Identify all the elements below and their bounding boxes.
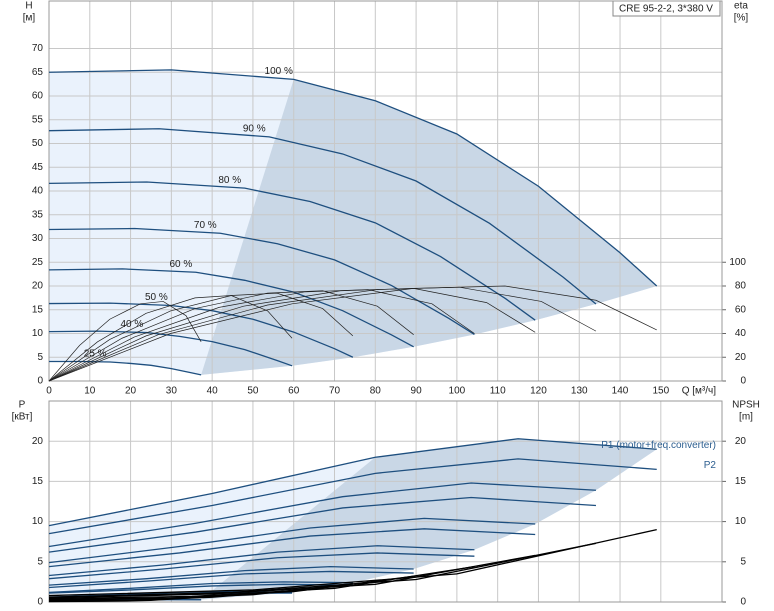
series-label: 60 % [169, 259, 192, 270]
curve [49, 360, 202, 376]
y2-tick-label: 20 [735, 436, 747, 447]
curve [48, 496, 597, 553]
series-label: 50 % [145, 292, 168, 303]
x-tick-label: 110 [490, 386, 506, 397]
y-tick-label: 15 [32, 476, 44, 487]
series-label: 80 % [218, 175, 241, 186]
x-tick-label: 130 [571, 386, 588, 397]
y2-tick-label: 80 [735, 281, 747, 292]
series-label: 40 % [120, 319, 143, 330]
series-label: P2 [704, 460, 717, 471]
curve [48, 458, 657, 535]
npsh-curve [48, 596, 202, 603]
curve [48, 181, 536, 321]
y2-tick-label: 5 [740, 556, 746, 567]
curve [48, 128, 597, 305]
y-axis-unit: [м] [23, 13, 36, 24]
y-tick-label: 0 [37, 376, 43, 387]
curve [48, 302, 354, 358]
eta-curve [48, 290, 414, 382]
curve [48, 330, 293, 367]
y-tick-label: 20 [32, 281, 44, 292]
x-tick-label: 90 [411, 386, 423, 397]
x-tick-label: 150 [652, 386, 669, 397]
y-axis-unit: [кВт] [12, 412, 33, 423]
y-tick-label: 50 [32, 138, 44, 149]
curve [48, 268, 414, 348]
y-tick-label: 35 [32, 209, 44, 220]
x-tick-label: 140 [612, 386, 629, 397]
y-tick-label: 15 [32, 304, 44, 315]
eta-curve [48, 295, 293, 382]
x-axis-label: Q [м³/ч] [682, 386, 717, 397]
series-label: P1 (motor+freq.converter) [601, 440, 716, 451]
y-axis-label: H [25, 1, 32, 12]
y2-tick-label: 100 [729, 257, 746, 268]
curve [48, 69, 658, 287]
curve [48, 581, 353, 594]
y2-tick-label: 10 [735, 516, 747, 527]
y-tick-label: 70 [32, 43, 44, 54]
curve [48, 552, 475, 580]
y-tick-label: 5 [37, 556, 43, 567]
x-tick-label: 30 [166, 386, 178, 397]
y2-axis-unit: [%] [734, 13, 749, 24]
x-tick-label: 70 [329, 386, 341, 397]
series-label: 70 % [194, 220, 217, 231]
y2-axis-unit: [m] [739, 412, 753, 423]
y2-axis-label: NPSH [732, 400, 760, 411]
x-tick-label: 100 [449, 386, 466, 397]
y-tick-label: 60 [32, 91, 44, 102]
x-tick-label: 0 [46, 386, 52, 397]
x-tick-label: 80 [370, 386, 382, 397]
y2-tick-label: 60 [735, 304, 747, 315]
curve [48, 438, 657, 527]
curve [48, 565, 414, 586]
y2-tick-label: 0 [740, 376, 746, 387]
y-tick-label: 10 [32, 328, 44, 339]
y2-axis-label: eta [734, 1, 748, 12]
npsh-curve [48, 542, 597, 598]
y-tick-label: 25 [32, 257, 44, 268]
y-tick-label: 65 [32, 67, 44, 78]
eta-curve [48, 289, 475, 382]
plot-frame [48, 0, 723, 382]
x-tick-label: 40 [207, 386, 219, 397]
x-tick-label: 10 [84, 386, 96, 397]
series-label: 100 % [265, 66, 293, 77]
y-tick-label: 40 [32, 186, 44, 197]
y-tick-label: 0 [37, 597, 43, 608]
series-label: 90 % [243, 123, 266, 134]
x-tick-label: 60 [288, 386, 300, 397]
curve [48, 482, 597, 548]
curve [48, 517, 536, 564]
y-tick-label: 10 [32, 516, 44, 527]
y2-tick-label: 40 [735, 328, 747, 339]
curve [48, 570, 414, 589]
x-tick-label: 120 [530, 386, 547, 397]
y-tick-label: 5 [37, 352, 43, 363]
y2-tick-label: 0 [740, 597, 746, 608]
plot-frame [48, 400, 723, 603]
npsh-curve [48, 582, 353, 602]
curve [48, 528, 536, 568]
y-tick-label: 20 [32, 436, 44, 447]
y-axis-label: P [19, 400, 26, 411]
y2-tick-label: 15 [735, 476, 747, 487]
eta-curve [48, 301, 202, 382]
x-tick-label: 20 [125, 386, 137, 397]
curve [48, 545, 475, 577]
x-tick-label: 50 [247, 386, 259, 397]
curve [48, 227, 475, 336]
y2-tick-label: 20 [735, 352, 747, 363]
y-tick-label: 30 [32, 233, 44, 244]
y-tick-label: 45 [32, 162, 44, 173]
y-tick-label: 55 [32, 114, 44, 125]
chart-title: CRE 95-2-2, 3*380 V [619, 4, 713, 15]
curve [48, 583, 353, 594]
